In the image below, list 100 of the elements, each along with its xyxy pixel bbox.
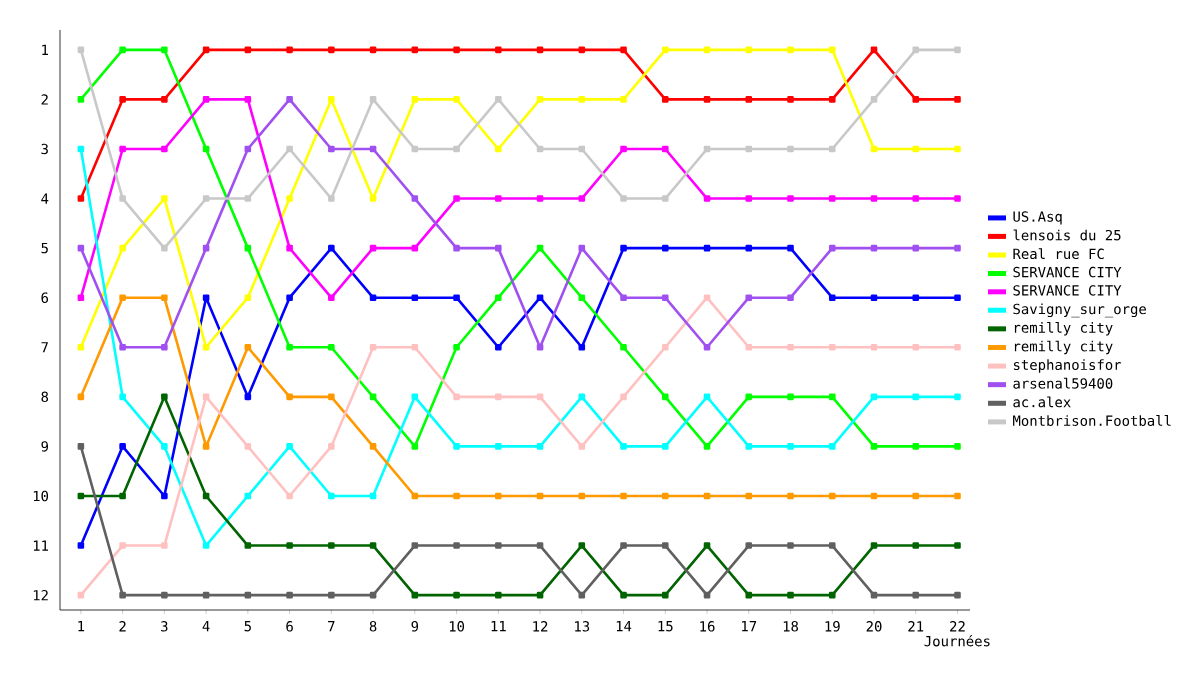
point bbox=[328, 591, 335, 599]
point bbox=[578, 443, 586, 450]
point bbox=[119, 591, 126, 599]
point bbox=[870, 492, 878, 500]
point bbox=[870, 343, 878, 351]
point bbox=[620, 542, 627, 549]
point bbox=[495, 443, 502, 450]
point bbox=[495, 46, 502, 54]
point bbox=[745, 294, 753, 301]
point bbox=[495, 492, 502, 500]
point bbox=[828, 542, 836, 549]
point bbox=[620, 443, 627, 450]
point bbox=[411, 46, 419, 54]
point bbox=[369, 145, 377, 153]
point bbox=[202, 492, 210, 500]
point bbox=[954, 492, 961, 500]
point bbox=[453, 443, 460, 450]
point bbox=[578, 393, 586, 401]
point bbox=[703, 145, 711, 153]
point bbox=[328, 195, 335, 202]
point bbox=[77, 343, 85, 351]
point bbox=[202, 294, 210, 301]
point bbox=[661, 244, 669, 252]
point bbox=[787, 294, 794, 301]
point bbox=[495, 96, 502, 103]
point bbox=[787, 591, 794, 599]
point bbox=[912, 96, 920, 103]
point bbox=[870, 443, 878, 450]
point bbox=[703, 46, 711, 54]
point bbox=[828, 591, 836, 599]
point bbox=[328, 145, 335, 153]
point bbox=[828, 492, 836, 500]
point bbox=[161, 393, 168, 401]
point bbox=[954, 591, 961, 599]
point bbox=[536, 96, 544, 103]
point bbox=[286, 393, 293, 401]
point bbox=[536, 195, 544, 202]
point bbox=[578, 294, 586, 301]
point bbox=[495, 145, 502, 153]
point bbox=[870, 145, 878, 153]
point bbox=[369, 393, 377, 401]
point bbox=[161, 492, 168, 500]
point bbox=[202, 244, 210, 252]
point bbox=[77, 542, 85, 549]
point bbox=[912, 343, 920, 351]
point bbox=[161, 542, 168, 549]
point bbox=[328, 343, 335, 351]
point bbox=[745, 591, 753, 599]
point bbox=[495, 195, 502, 202]
point bbox=[787, 244, 794, 252]
point bbox=[453, 244, 460, 252]
point bbox=[119, 145, 126, 153]
point bbox=[954, 96, 961, 103]
point bbox=[578, 96, 586, 103]
point bbox=[328, 294, 335, 301]
point bbox=[495, 591, 502, 599]
point bbox=[369, 492, 377, 500]
point bbox=[620, 492, 627, 500]
point bbox=[244, 591, 252, 599]
point bbox=[202, 343, 210, 351]
point bbox=[244, 492, 252, 500]
point bbox=[411, 343, 419, 351]
point bbox=[453, 591, 460, 599]
point bbox=[578, 542, 586, 549]
point bbox=[369, 96, 377, 103]
point bbox=[745, 96, 753, 103]
point bbox=[828, 393, 836, 401]
point bbox=[369, 443, 377, 450]
point bbox=[369, 542, 377, 549]
point bbox=[411, 244, 419, 252]
point bbox=[286, 195, 293, 202]
point bbox=[244, 443, 252, 450]
point bbox=[286, 443, 293, 450]
point bbox=[495, 294, 502, 301]
point bbox=[787, 195, 794, 202]
point bbox=[77, 393, 85, 401]
point bbox=[411, 145, 419, 153]
point bbox=[703, 393, 711, 401]
point bbox=[703, 244, 711, 252]
point bbox=[703, 443, 711, 450]
point bbox=[77, 96, 85, 103]
point bbox=[912, 195, 920, 202]
point bbox=[912, 244, 920, 252]
point bbox=[536, 393, 544, 401]
point bbox=[286, 492, 293, 500]
point bbox=[703, 195, 711, 202]
point bbox=[119, 393, 126, 401]
point bbox=[745, 195, 753, 202]
point bbox=[828, 294, 836, 301]
point bbox=[453, 343, 460, 351]
point bbox=[328, 46, 335, 54]
point bbox=[77, 244, 85, 252]
point bbox=[495, 393, 502, 401]
point bbox=[77, 145, 85, 153]
point bbox=[328, 393, 335, 401]
point bbox=[453, 96, 460, 103]
point bbox=[828, 443, 836, 450]
point bbox=[661, 294, 669, 301]
point bbox=[661, 46, 669, 54]
point bbox=[453, 46, 460, 54]
